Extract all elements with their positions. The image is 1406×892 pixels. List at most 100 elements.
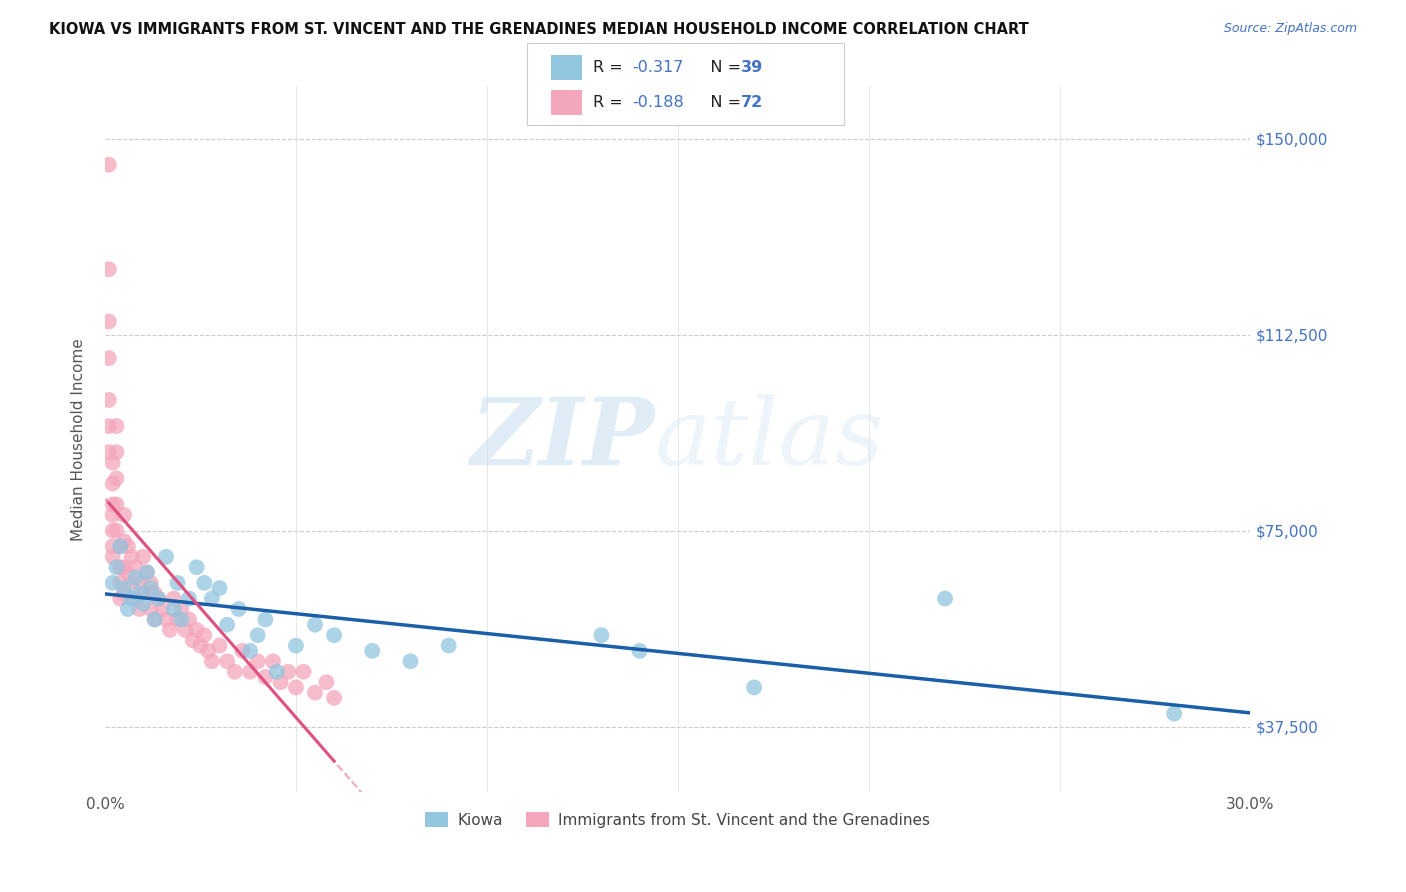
Point	[101, 508, 124, 522]
Point	[159, 623, 181, 637]
Point	[143, 586, 166, 600]
Point	[101, 456, 124, 470]
Point	[270, 675, 292, 690]
Point	[254, 612, 277, 626]
Point	[110, 560, 132, 574]
Point	[304, 686, 326, 700]
Point	[105, 498, 128, 512]
Point	[101, 549, 124, 564]
Point	[148, 591, 170, 606]
Text: N =: N =	[695, 95, 745, 110]
Point	[231, 644, 253, 658]
Point	[262, 654, 284, 668]
Point	[105, 419, 128, 434]
Point	[124, 560, 146, 574]
Point	[101, 524, 124, 538]
Point	[112, 586, 135, 600]
Point	[246, 654, 269, 668]
Point	[166, 612, 188, 626]
Point	[128, 575, 150, 590]
Point	[101, 476, 124, 491]
Point	[1163, 706, 1185, 721]
Point	[112, 560, 135, 574]
Point	[105, 471, 128, 485]
Point	[323, 628, 346, 642]
Point	[101, 498, 124, 512]
Text: KIOWA VS IMMIGRANTS FROM ST. VINCENT AND THE GRENADINES MEDIAN HOUSEHOLD INCOME : KIOWA VS IMMIGRANTS FROM ST. VINCENT AND…	[49, 22, 1029, 37]
Point	[101, 539, 124, 553]
Point	[112, 581, 135, 595]
Point	[163, 602, 186, 616]
Point	[591, 628, 613, 642]
Point	[105, 445, 128, 459]
Point	[155, 612, 177, 626]
Point	[132, 549, 155, 564]
Point	[121, 549, 143, 564]
Point	[208, 581, 231, 595]
Point	[97, 158, 120, 172]
Point	[110, 539, 132, 553]
Point	[124, 571, 146, 585]
Point	[148, 591, 170, 606]
Point	[193, 575, 215, 590]
Point	[239, 644, 262, 658]
Point	[139, 575, 162, 590]
Point	[110, 591, 132, 606]
Point	[97, 445, 120, 459]
Point	[217, 654, 239, 668]
Point	[97, 351, 120, 366]
Point	[201, 654, 224, 668]
Text: -0.188: -0.188	[633, 95, 685, 110]
Point	[136, 566, 159, 580]
Point	[193, 628, 215, 642]
Point	[190, 639, 212, 653]
Text: 39: 39	[741, 61, 763, 75]
Text: atlas: atlas	[655, 394, 884, 484]
Point	[143, 612, 166, 626]
Point	[110, 575, 132, 590]
Point	[197, 644, 219, 658]
Point	[186, 560, 208, 574]
Point	[97, 419, 120, 434]
Point	[136, 566, 159, 580]
Point	[112, 534, 135, 549]
Point	[323, 690, 346, 705]
Point	[239, 665, 262, 679]
Point	[174, 623, 197, 637]
Point	[170, 612, 193, 626]
Point	[304, 617, 326, 632]
Text: N =: N =	[695, 61, 745, 75]
Point	[217, 617, 239, 632]
Point	[186, 623, 208, 637]
Point	[170, 602, 193, 616]
Point	[399, 654, 422, 668]
Point	[266, 665, 288, 679]
Point	[105, 560, 128, 574]
Point	[110, 539, 132, 553]
Point	[97, 392, 120, 407]
Point	[121, 591, 143, 606]
Text: R =: R =	[593, 61, 628, 75]
Point	[117, 602, 139, 616]
Point	[163, 591, 186, 606]
Point	[315, 675, 337, 690]
Point	[124, 591, 146, 606]
Text: R =: R =	[593, 95, 628, 110]
Point	[224, 665, 246, 679]
Point	[105, 524, 128, 538]
Point	[292, 665, 315, 679]
Point	[181, 633, 204, 648]
Point	[437, 639, 460, 653]
Point	[254, 670, 277, 684]
Point	[201, 591, 224, 606]
Text: ZIP: ZIP	[471, 394, 655, 484]
Point	[284, 681, 307, 695]
Point	[208, 639, 231, 653]
Point	[742, 681, 765, 695]
Point	[101, 575, 124, 590]
Point	[628, 644, 651, 658]
Point	[277, 665, 299, 679]
Point	[139, 602, 162, 616]
Point	[177, 612, 200, 626]
Point	[121, 575, 143, 590]
